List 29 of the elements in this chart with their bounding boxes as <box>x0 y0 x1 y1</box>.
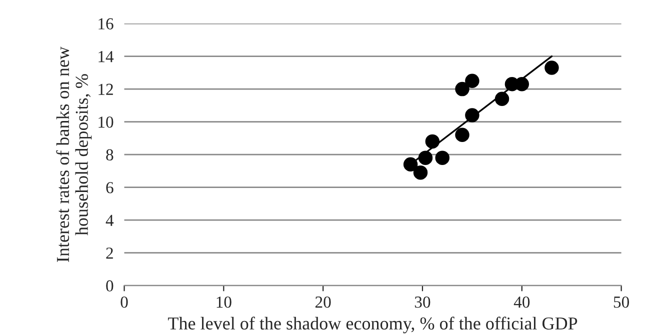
point <box>465 74 480 88</box>
y-tick-label: 4 <box>106 214 114 226</box>
y-tick-label: 16 <box>98 18 114 30</box>
point <box>403 157 418 172</box>
x-tick-label: 20 <box>315 296 331 308</box>
point <box>435 150 450 165</box>
y-tick-label: 10 <box>98 116 114 128</box>
point <box>413 165 428 180</box>
point <box>425 134 440 149</box>
y-tick-label: 14 <box>98 51 114 62</box>
x-axis-title: The level of the shadow economy, % of the official GDP <box>168 316 578 334</box>
point <box>514 77 530 92</box>
y-axis-title: Interest rates of banks on new household deposits, % <box>56 46 92 262</box>
point <box>455 128 470 142</box>
y-tick-label: 6 <box>106 182 114 194</box>
x-tick-label: 10 <box>216 296 232 308</box>
x-tick-label: 30 <box>414 296 430 308</box>
y-tick-label: 12 <box>98 84 113 95</box>
x-tick-label: 40 <box>514 296 530 308</box>
point <box>544 60 559 75</box>
x-tick-label: 50 <box>614 296 629 308</box>
y-tick-label: 2 <box>106 248 113 259</box>
point <box>494 92 510 106</box>
point <box>465 108 480 122</box>
point <box>455 82 470 96</box>
x-tick-label: 0 <box>120 296 128 308</box>
y-tick-label: 0 <box>106 280 114 292</box>
y-tick-label: 8 <box>106 149 114 161</box>
point <box>418 150 433 165</box>
